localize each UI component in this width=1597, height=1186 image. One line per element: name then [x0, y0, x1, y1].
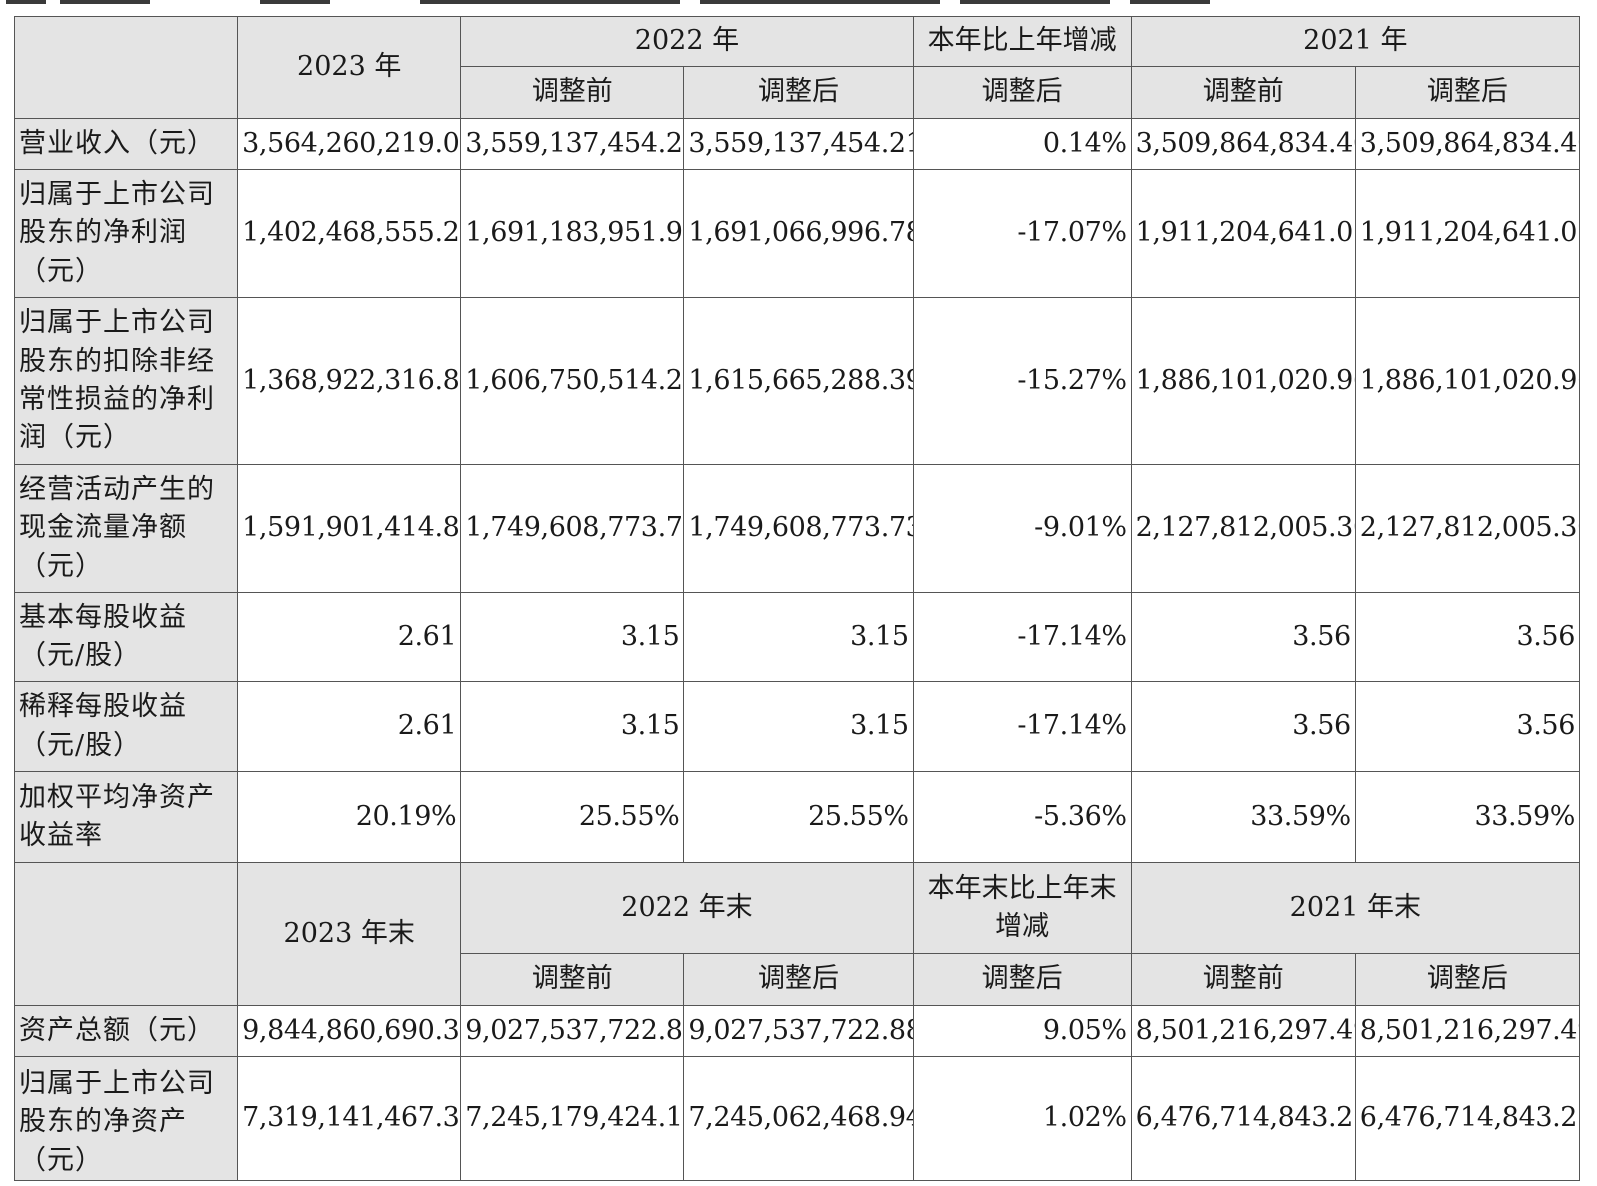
table-row: 营业收入（元） 3,564,260,219.05 3,559,137,454.2… — [13, 118, 1581, 170]
value-2023: 2.61 — [237, 681, 462, 772]
value-change: -17.14% — [912, 592, 1132, 682]
header-2021-after: 调整后 — [1354, 953, 1581, 1006]
value-2023: 3,564,260,219.05 — [237, 118, 462, 170]
value-2023: 1,368,922,316.80 — [237, 297, 462, 465]
value-2022-before: 3.15 — [460, 592, 685, 682]
value-2022-before: 1,606,750,514.20 — [460, 297, 685, 465]
clipped-heading-remnant — [0, 0, 1597, 16]
header-2021-end: 2021 年末 — [1130, 862, 1581, 954]
value-2021-before: 1,911,204,641.07 — [1130, 169, 1356, 298]
value-change: 9.05% — [912, 1005, 1132, 1057]
value-2022-after: 3.15 — [683, 592, 914, 682]
table-row: 资产总额（元） 9,844,860,690.35 9,027,537,722.8… — [13, 1005, 1581, 1057]
header-2021-before: 调整前 — [1130, 953, 1356, 1006]
header-corner — [13, 16, 239, 119]
value-2021-after: 6,476,714,843.25 — [1354, 1056, 1581, 1181]
row-label: 归属于上市公司股东的净资产（元） — [13, 1056, 239, 1181]
header-2022-after: 调整后 — [683, 953, 914, 1006]
row-label: 归属于上市公司股东的净利润（元） — [13, 169, 239, 298]
header-2022-before: 调整前 — [460, 66, 685, 119]
value-2021-after: 3,509,864,834.40 — [1354, 118, 1581, 170]
value-2023: 1,402,468,555.23 — [237, 169, 462, 298]
value-change: -17.14% — [912, 681, 1132, 772]
row-label: 经营活动产生的现金流量净额（元） — [13, 464, 239, 593]
header-row-adjust-2: 调整前 调整后 调整后 调整前 调整后 — [15, 953, 1581, 1006]
row-label: 营业收入（元） — [13, 118, 239, 170]
header-change-end: 本年末比上年末增减 — [912, 862, 1132, 954]
value-2022-after: 9,027,537,722.88 — [683, 1005, 914, 1057]
value-2021-before: 2,127,812,005.30 — [1130, 464, 1356, 593]
table-row: 加权平均净资产收益率 20.19% 25.55% 25.55% -5.36% 3… — [13, 771, 1581, 863]
header-corner-2 — [13, 862, 239, 1006]
value-2022-before: 9,027,537,722.88 — [460, 1005, 685, 1057]
value-2022-before: 1,749,608,773.73 — [460, 464, 685, 593]
header-change: 本年比上年增减 — [912, 16, 1132, 67]
value-2021-before: 1,886,101,020.96 — [1130, 297, 1356, 465]
row-label: 加权平均净资产收益率 — [13, 771, 239, 863]
value-2021-before: 33.59% — [1130, 771, 1356, 863]
value-2023: 1,591,901,414.82 — [237, 464, 462, 593]
header-2023-end: 2023 年末 — [237, 862, 462, 1006]
value-2022-after: 1,691,066,996.78 — [683, 169, 914, 298]
row-label: 稀释每股收益（元/股） — [13, 681, 239, 772]
table-row: 归属于上市公司股东的扣除非经常性损益的净利润（元） 1,368,922,316.… — [13, 297, 1581, 465]
table-row: 归属于上市公司股东的净资产（元） 7,319,141,467.32 7,245,… — [13, 1056, 1581, 1181]
header-2022-before: 调整前 — [460, 953, 685, 1006]
value-change: -9.01% — [912, 464, 1132, 593]
header-row-years-end: 2023 年末 2022 年末 本年末比上年末增减 2021 年末 — [13, 862, 1581, 1006]
value-2021-before: 8,501,216,297.49 — [1130, 1005, 1356, 1057]
value-2022-after: 1,749,608,773.73 — [683, 464, 914, 593]
value-2022-before: 3,559,137,454.21 — [460, 118, 685, 170]
header-row-adjust: 调整前 调整后 调整后 调整前 调整后 — [15, 66, 1581, 119]
value-change: 1.02% — [912, 1056, 1132, 1181]
value-2023: 9,844,860,690.35 — [237, 1005, 462, 1057]
header-2022-end: 2022 年末 — [460, 862, 914, 954]
row-label: 资产总额（元） — [13, 1005, 239, 1057]
value-2021-after: 1,886,101,020.96 — [1354, 297, 1581, 465]
header-row-years: 2023 年 2022 年 本年比上年增减 2021 年 — [13, 16, 1581, 119]
value-2021-before: 3,509,864,834.40 — [1130, 118, 1356, 170]
header-2021: 2021 年 — [1130, 16, 1581, 67]
value-2023: 2.61 — [237, 592, 462, 682]
value-2021-after: 3.56 — [1354, 681, 1581, 772]
value-2023: 7,319,141,467.32 — [237, 1056, 462, 1181]
value-2021-after: 3.56 — [1354, 592, 1581, 682]
value-2021-after: 33.59% — [1354, 771, 1581, 863]
value-change: -17.07% — [912, 169, 1132, 298]
table-row: 稀释每股收益（元/股） 2.61 3.15 3.15 -17.14% 3.56 … — [13, 681, 1581, 772]
value-change: -5.36% — [912, 771, 1132, 863]
value-change: 0.14% — [912, 118, 1132, 170]
value-change: -15.27% — [912, 297, 1132, 465]
table-row: 归属于上市公司股东的净利润（元） 1,402,468,555.23 1,691,… — [13, 169, 1581, 298]
value-2021-after: 8,501,216,297.49 — [1354, 1005, 1581, 1057]
header-2022-after: 调整后 — [683, 66, 914, 119]
row-label: 归属于上市公司股东的扣除非经常性损益的净利润（元） — [13, 297, 239, 465]
value-2022-before: 1,691,183,951.95 — [460, 169, 685, 298]
header-2022: 2022 年 — [460, 16, 914, 67]
table-row: 经营活动产生的现金流量净额（元） 1,591,901,414.82 1,749,… — [13, 464, 1581, 593]
value-2023: 20.19% — [237, 771, 462, 863]
value-2022-before: 7,245,179,424.11 — [460, 1056, 685, 1181]
value-2022-before: 25.55% — [460, 771, 685, 863]
value-2021-after: 1,911,204,641.07 — [1354, 169, 1581, 298]
value-2021-after: 2,127,812,005.30 — [1354, 464, 1581, 593]
value-2021-before: 3.56 — [1130, 681, 1356, 772]
header-2021-after: 调整后 — [1354, 66, 1581, 119]
value-2021-before: 3.56 — [1130, 592, 1356, 682]
value-2022-after: 3.15 — [683, 681, 914, 772]
value-2022-before: 3.15 — [460, 681, 685, 772]
header-2023: 2023 年 — [237, 16, 462, 119]
key-financial-indicators-table: 2023 年 2022 年 本年比上年增减 2021 年 调整前 调整后 调整后… — [13, 16, 1581, 1181]
table-row: 基本每股收益（元/股） 2.61 3.15 3.15 -17.14% 3.56 … — [13, 592, 1581, 682]
header-change-after: 调整后 — [912, 66, 1132, 119]
value-2022-after: 1,615,665,288.39 — [683, 297, 914, 465]
value-2021-before: 6,476,714,843.25 — [1130, 1056, 1356, 1181]
value-2022-after: 25.55% — [683, 771, 914, 863]
header-change-after: 调整后 — [912, 953, 1132, 1006]
row-label: 基本每股收益（元/股） — [13, 592, 239, 682]
value-2022-after: 3,559,137,454.21 — [683, 118, 914, 170]
header-2021-before: 调整前 — [1130, 66, 1356, 119]
value-2022-after: 7,245,062,468.94 — [683, 1056, 914, 1181]
